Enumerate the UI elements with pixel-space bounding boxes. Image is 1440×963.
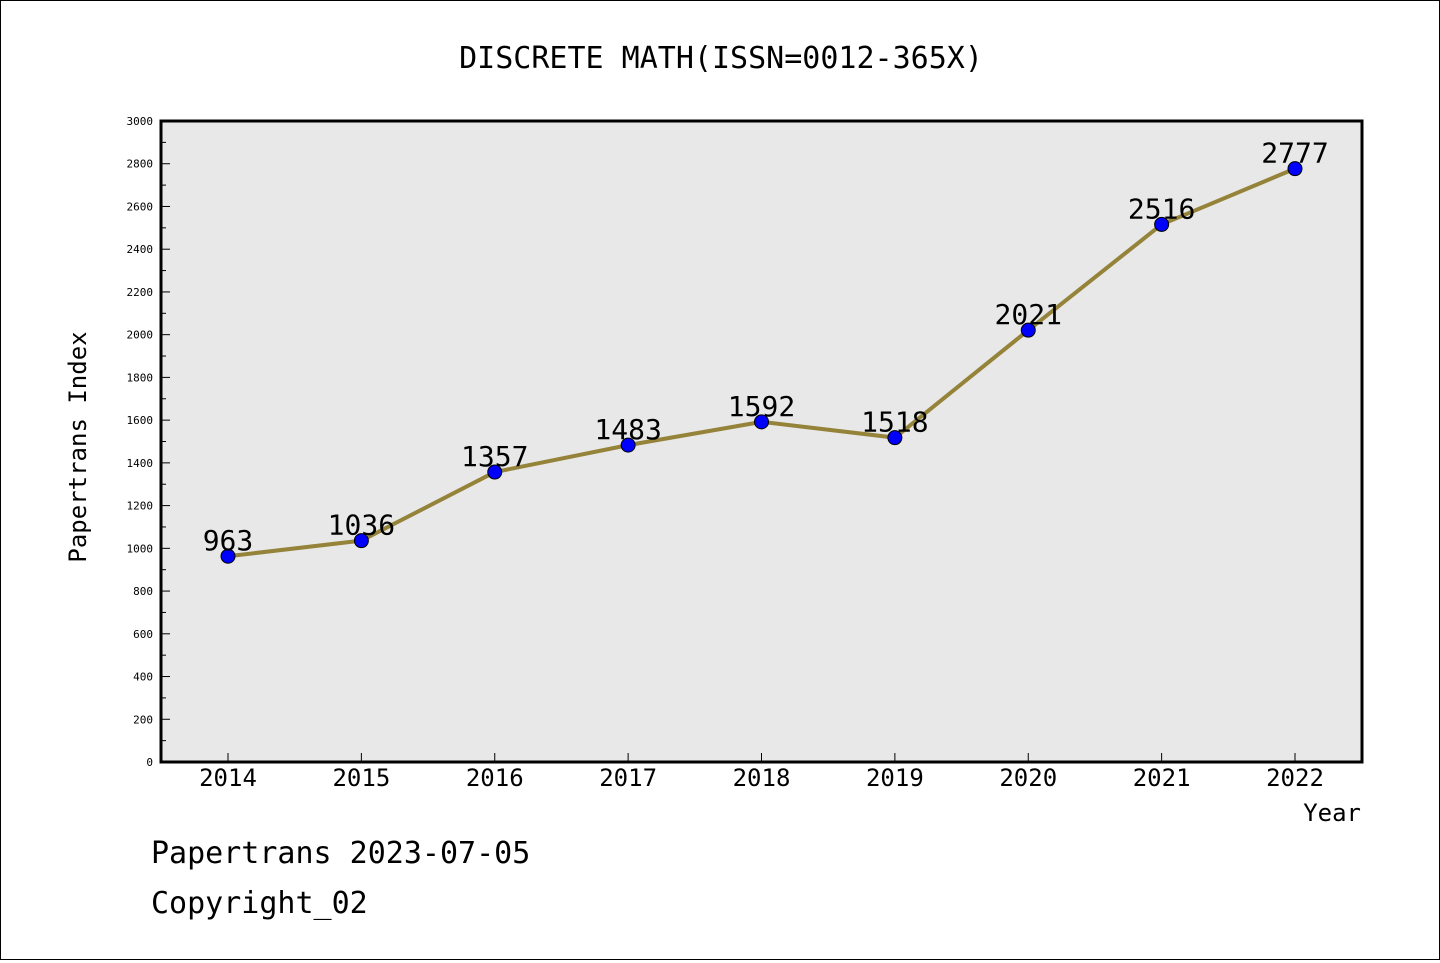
x-tick-label: 2014 (199, 764, 257, 792)
y-tick-label: 800 (133, 585, 153, 598)
x-tick-label: 2017 (599, 764, 657, 792)
y-tick-label: 2000 (127, 329, 154, 342)
y-tick-label: 1800 (127, 371, 154, 384)
y-tick-label: 2400 (127, 243, 154, 256)
y-tick-label: 1200 (127, 500, 154, 513)
y-tick-label: 2600 (127, 200, 154, 213)
y-tick-label: 2200 (127, 286, 154, 299)
y-tick-label: 1400 (127, 457, 154, 470)
data-point (487, 464, 503, 480)
data-point (353, 533, 369, 549)
y-tick-label: 600 (133, 628, 153, 641)
data-label: 1357 (461, 440, 528, 473)
data-label: 1518 (861, 406, 928, 439)
data-label: 2777 (1261, 137, 1328, 170)
data-label: 1592 (728, 390, 795, 423)
x-tick-label: 2022 (1266, 764, 1324, 792)
x-tick-label: 2021 (1133, 764, 1191, 792)
x-tick-label: 2015 (332, 764, 390, 792)
x-tick-label: 2020 (999, 764, 1057, 792)
chart-title: DISCRETE MATH(ISSN=0012-365X) (459, 41, 983, 76)
x-tick-label: 2018 (733, 764, 791, 792)
data-label: 2021 (995, 298, 1062, 331)
data-label: 1483 (594, 413, 661, 446)
y-axis-label: Papertrans Index (64, 331, 92, 562)
data-point (620, 437, 636, 453)
data-label: 2516 (1128, 192, 1195, 225)
x-axis-label: Year (1303, 799, 1361, 827)
data-point (1020, 322, 1036, 338)
data-label: 1036 (328, 509, 395, 542)
data-point (220, 548, 236, 564)
y-tick-label: 1000 (127, 542, 154, 555)
x-tick-label: 2019 (866, 764, 924, 792)
data-point (1287, 161, 1303, 177)
y-tick-label: 2800 (127, 158, 154, 171)
data-point (754, 414, 769, 430)
footer-copyright: Copyright_02 (151, 886, 368, 921)
y-tick-label: 1600 (127, 414, 154, 427)
data-point (887, 430, 903, 446)
y-tick-label: 400 (133, 671, 153, 684)
y-axis: 0 200 400 600 800 1000 1200 1400 1600 1800 2000 220… (127, 115, 170, 769)
y-tick-label: 0 (146, 756, 153, 769)
y-tick-label: 3000 (127, 115, 154, 128)
footer-date: Papertrans 2023-07-05 (151, 836, 531, 871)
data-point (1154, 216, 1170, 232)
y-tick-label: 200 (133, 713, 153, 726)
x-axis: 2014 2015 2016 2017 2018 2019 2020 2021 2022 (199, 753, 1324, 792)
data-label: 963 (203, 524, 254, 557)
series-layer: 963 1036 1357 1483 1592 1518 2021 2516 2777 (203, 137, 1329, 564)
x-tick-label: 2016 (466, 764, 524, 792)
